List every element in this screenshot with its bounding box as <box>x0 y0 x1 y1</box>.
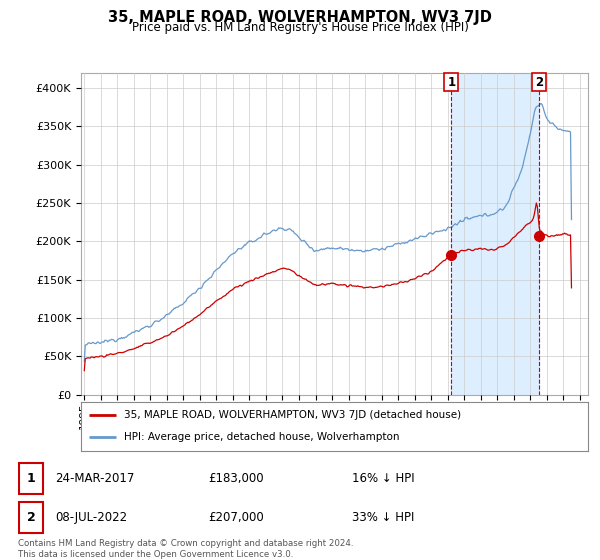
Text: Contains HM Land Registry data © Crown copyright and database right 2024.
This d: Contains HM Land Registry data © Crown c… <box>18 539 353 559</box>
Bar <box>19 502 43 534</box>
Text: 35, MAPLE ROAD, WOLVERHAMPTON, WV3 7JD (detached house): 35, MAPLE ROAD, WOLVERHAMPTON, WV3 7JD (… <box>124 410 461 420</box>
Text: 35, MAPLE ROAD, WOLVERHAMPTON, WV3 7JD: 35, MAPLE ROAD, WOLVERHAMPTON, WV3 7JD <box>108 10 492 25</box>
Text: 33% ↓ HPI: 33% ↓ HPI <box>352 511 415 524</box>
Text: 08-JUL-2022: 08-JUL-2022 <box>55 511 128 524</box>
Text: 16% ↓ HPI: 16% ↓ HPI <box>352 472 415 485</box>
Text: 24-MAR-2017: 24-MAR-2017 <box>55 472 135 485</box>
Text: 2: 2 <box>535 76 543 88</box>
Text: 1: 1 <box>27 472 35 485</box>
Text: £183,000: £183,000 <box>208 472 264 485</box>
Text: 1: 1 <box>447 76 455 88</box>
Bar <box>451 73 539 395</box>
Text: 2: 2 <box>27 511 35 524</box>
Bar <box>19 463 43 494</box>
Text: HPI: Average price, detached house, Wolverhampton: HPI: Average price, detached house, Wolv… <box>124 432 400 442</box>
Text: £207,000: £207,000 <box>208 511 264 524</box>
Text: Price paid vs. HM Land Registry's House Price Index (HPI): Price paid vs. HM Land Registry's House … <box>131 21 469 34</box>
